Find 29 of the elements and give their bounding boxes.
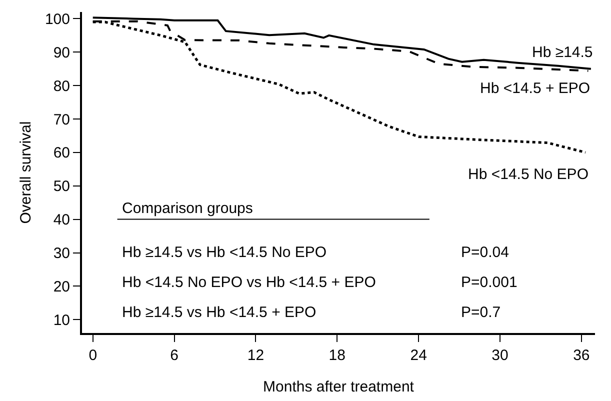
x-tick-label: 18 bbox=[328, 347, 346, 364]
y-tick-label: 10 bbox=[53, 312, 70, 329]
y-tick-label: 80 bbox=[53, 78, 70, 95]
y-tick-label: 70 bbox=[53, 111, 70, 128]
annotation: P=0.7 bbox=[461, 304, 501, 321]
y-axis-title: Overall survival bbox=[18, 121, 35, 224]
annotation: Hb ≥14.5 vs Hb <14.5 + EPO bbox=[122, 304, 316, 321]
y-tick-label: 50 bbox=[53, 178, 70, 196]
annotation: Comparison groups bbox=[122, 200, 253, 217]
x-tick-label: 36 bbox=[573, 347, 590, 364]
series-label: Hb ≥14.5 bbox=[532, 44, 593, 61]
annotation: Hb ≥14.5 vs Hb <14.5 No EPO bbox=[122, 244, 327, 261]
x-tick-label: 30 bbox=[492, 347, 508, 364]
annotation: P=0.001 bbox=[461, 274, 518, 291]
annotation: P=0.04 bbox=[461, 244, 509, 261]
x-tick-label: 12 bbox=[247, 347, 264, 364]
x-tick-label: 6 bbox=[170, 347, 178, 364]
series-label: Hb <14.5 + EPO bbox=[480, 80, 590, 97]
x-tick-label: 24 bbox=[410, 347, 427, 364]
y-tick-label: 40 bbox=[53, 212, 70, 229]
annotation: Hb <14.5 No EPO vs Hb <14.5 + EPO bbox=[122, 274, 376, 291]
series-label: Hb <14.5 No EPO bbox=[468, 166, 588, 183]
x-axis-title: Months after treatment bbox=[263, 378, 415, 396]
y-tick-label: 60 bbox=[53, 144, 70, 162]
x-tick-label: 0 bbox=[88, 347, 98, 364]
y-tick-label: 30 bbox=[53, 245, 70, 262]
y-tick-label: 90 bbox=[53, 44, 70, 62]
y-tick-label: 100 bbox=[44, 10, 70, 28]
y-tick-label: 20 bbox=[53, 278, 70, 296]
